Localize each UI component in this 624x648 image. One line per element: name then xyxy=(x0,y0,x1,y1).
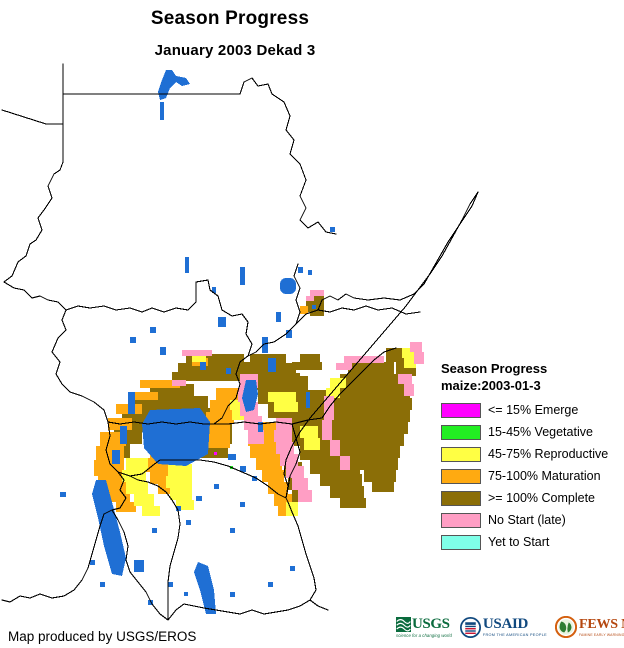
map-credit: Map produced by USGS/EROS xyxy=(8,629,197,644)
legend-label-reproductive: 45-75% Reproductive xyxy=(488,447,609,461)
legend-label-yet-to-start: Yet to Start xyxy=(488,535,550,549)
legend-swatch-vegetative xyxy=(441,424,481,440)
agency-logos: USGS science for a changing world USAID … xyxy=(396,611,624,643)
water-bodies xyxy=(60,70,335,614)
fews-net-logo[interactable]: FEWS NET FAMINE EARLY WARNING SYSTEMS NE… xyxy=(554,612,624,642)
legend-swatch-no-start-late xyxy=(441,512,481,528)
legend-item-yet-to-start[interactable]: Yet to Start xyxy=(441,531,621,553)
legend-item-reproductive[interactable]: 45-75% Reproductive xyxy=(441,443,621,465)
legend-item-no-start-late[interactable]: No Start (late) xyxy=(441,509,621,531)
map-canvas[interactable] xyxy=(0,62,624,622)
class-complete xyxy=(102,294,416,508)
usaid-tagline: FROM THE AMERICAN PEOPLE xyxy=(482,633,547,637)
legend-label-vegetative: 15-45% Vegetative xyxy=(488,425,593,439)
legend-label-complete: >= 100% Complete xyxy=(488,491,596,505)
legend-heading: Season Progress xyxy=(441,361,548,376)
fews-net-tagline: FAMINE EARLY WARNING SYSTEMS NETWORK xyxy=(578,632,624,637)
class-emerge xyxy=(214,452,217,455)
fews-net-wordmark: FEWS NET xyxy=(578,616,624,632)
usgs-tagline: science for a changing world xyxy=(396,632,452,638)
usaid-wordmark: USAID xyxy=(482,616,529,632)
page-subtitle: January 2003 Dekad 3 xyxy=(154,42,316,59)
crop-class-raster xyxy=(94,290,424,516)
legend-swatch-emerge xyxy=(441,402,481,418)
legend-item-emerge[interactable]: <= 15% Emerge xyxy=(441,399,621,421)
legend-item-vegetative[interactable]: 15-45% Vegetative xyxy=(441,421,621,443)
page-title: Season Progress xyxy=(150,8,310,29)
legend-swatch-complete xyxy=(441,490,481,506)
usgs-wave-icon xyxy=(396,616,411,632)
legend-label-no-start-late: No Start (late) xyxy=(488,513,566,527)
legend-swatch-yet-to-start xyxy=(441,534,481,550)
usgs-logo[interactable]: USGS science for a changing world xyxy=(396,612,452,642)
map-legend: Season Progress maize:2003-01-3 <= 15% E… xyxy=(441,360,621,553)
usaid-seal-icon xyxy=(459,616,481,638)
legend-item-maturation[interactable]: 75-100% Maturation xyxy=(441,465,621,487)
usgs-wordmark: USGS xyxy=(412,615,450,632)
legend-subheading: maize:2003-01-3 xyxy=(441,378,541,393)
globe-icon xyxy=(554,616,577,638)
legend-swatch-maturation xyxy=(441,468,481,484)
legend-label-maturation: 75-100% Maturation xyxy=(488,469,601,483)
country-borders xyxy=(1,63,479,621)
legend-swatch-reproductive xyxy=(441,446,481,462)
legend-label-emerge: <= 15% Emerge xyxy=(488,403,579,417)
class-reproductive xyxy=(122,348,416,516)
usaid-logo[interactable]: USAID FROM THE AMERICAN PEOPLE xyxy=(459,612,547,642)
legend-item-complete[interactable]: >= 100% Complete xyxy=(441,487,621,509)
